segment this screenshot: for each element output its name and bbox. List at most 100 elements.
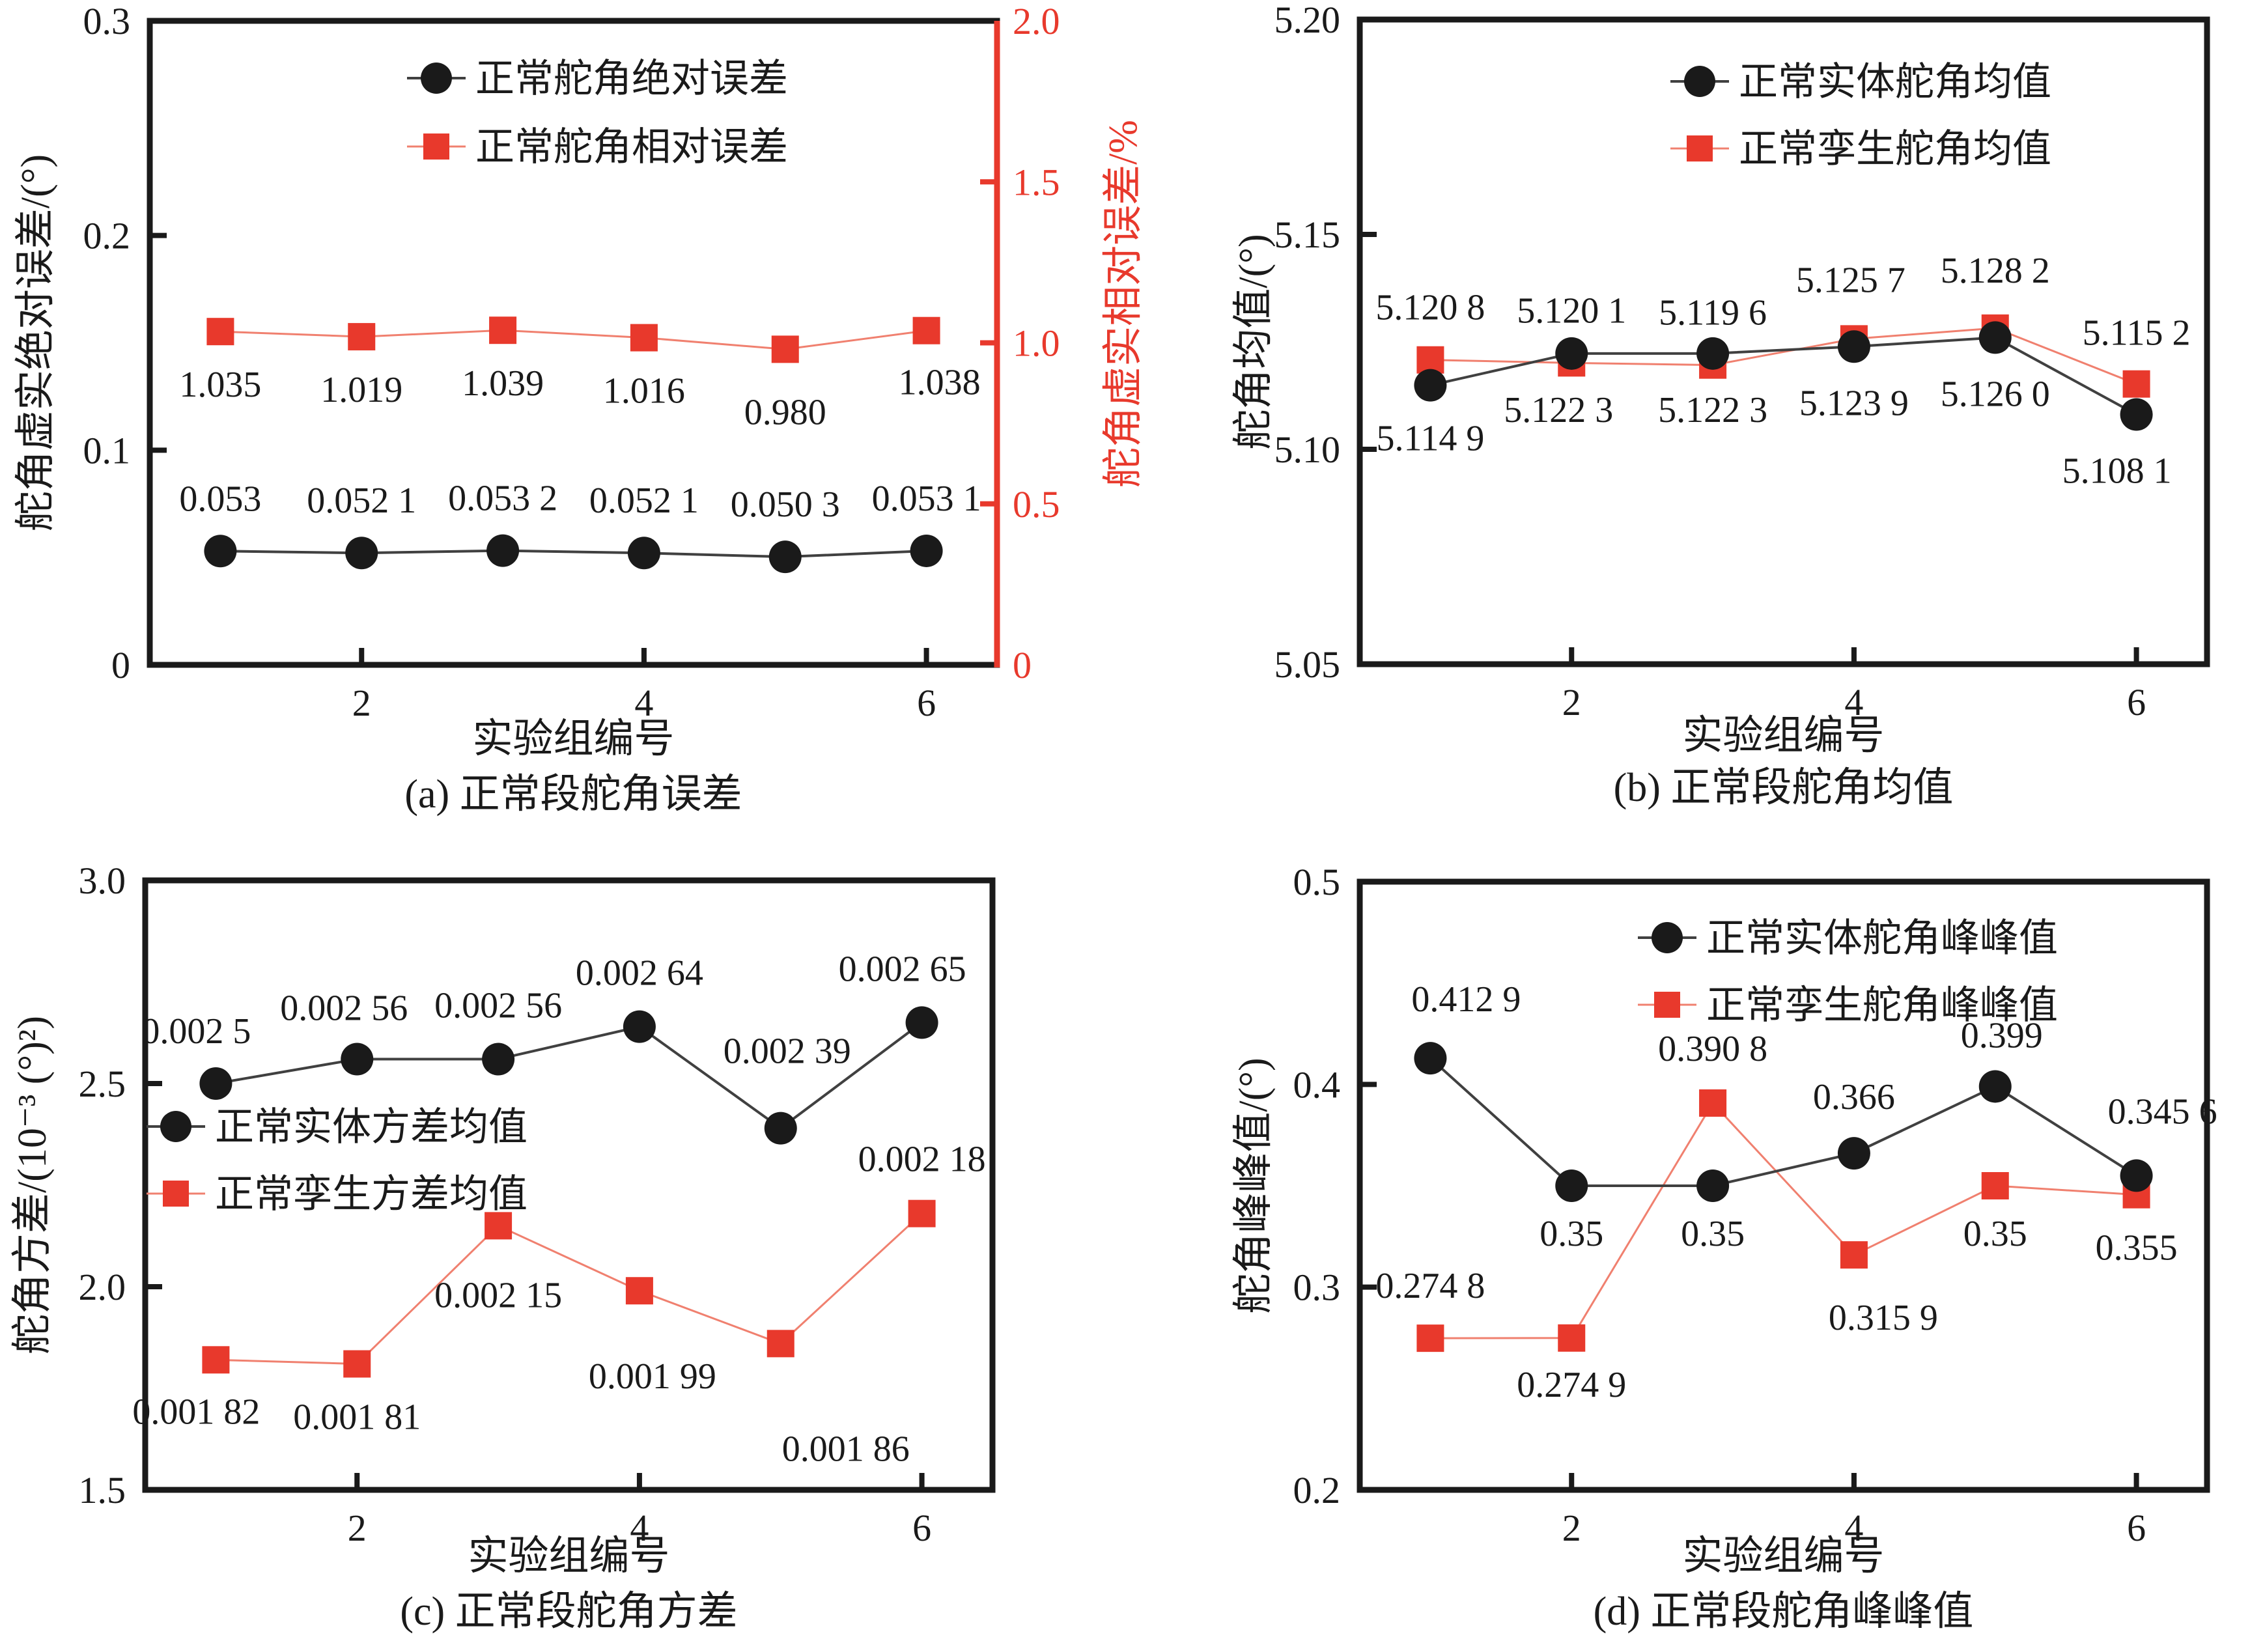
data-label: 0.001 82 [132,1392,260,1432]
data-label: 0.002 18 [858,1140,986,1180]
legend-label: 正常舵角绝对误差 [475,57,788,100]
data-point-square [766,1330,795,1358]
data-point-circle [1837,330,1870,363]
x-axis-title: 实验组编号 [468,1534,669,1578]
data-label: 0.002 56 [434,986,562,1026]
legend-label: 正常实体方差均值 [215,1106,527,1149]
series-line [216,1212,923,1365]
data-label: 0.002 65 [839,949,966,989]
data-label: 0.35 [1540,1214,1603,1254]
data-label: 0.052 1 [307,481,416,521]
data-label: 5.128 2 [1941,251,2050,291]
legend-label: 正常实体舵角峰峰值 [1706,917,2058,960]
data-label: 0.390 8 [1658,1029,1767,1069]
y-axis-title: 舵角虚实绝对误差/(°) [14,154,58,531]
data-label: 5.122 3 [1504,390,1613,430]
data-point-circle [768,540,802,574]
y-tick-label: 0.2 [83,215,131,257]
data-label: 5.108 1 [2062,451,2172,492]
data-label: 0.274 9 [1517,1365,1626,1405]
legend-item: 正常孪生舵角均值 [1670,128,2051,171]
legend-label: 正常实体舵角均值 [1739,61,2051,104]
data-point-circle [1696,1169,1730,1202]
data-label: 0.002 64 [576,953,703,994]
x-axis-title: 实验组编号 [472,717,674,761]
y2-tick-label: 1.0 [1013,322,1060,365]
data-label: 0.35 [1963,1214,2027,1254]
data-point-circle [623,1010,656,1043]
data-point-circle [341,1043,374,1076]
y-tick-label: 2.0 [79,1266,126,1308]
y-tick-label: 1.5 [79,1469,126,1511]
data-label: 5.120 8 [1375,288,1485,328]
data-label: 1.016 [603,371,685,412]
data-point-square [1699,1089,1727,1117]
y-tick-label: 3.0 [79,860,126,902]
data-label: 0.001 86 [782,1429,910,1469]
chart-panel-d: 0.2 0.3 0.4 0.5 2 4 6 实验组编号 舵角峰峰值/(°) (d) 正常段舵角峰峰… [1231,861,2217,1634]
data-point-circle [910,534,943,567]
data-point-square [206,318,234,346]
series-line [216,1021,923,1130]
data-point-square [1840,1241,1868,1269]
y-axis-title: 舵角均值/(°) [1231,234,1276,449]
data-label: 0.001 81 [293,1397,421,1438]
legend-label: 正常孪生舵角峰峰值 [1706,984,2058,1027]
plot-frame [1357,16,2210,667]
data-point-circle [199,1067,232,1100]
data-label: 1.019 [320,370,402,410]
x-tick-label: 6 [912,1507,931,1549]
legend-marker-square [1687,135,1713,161]
data-label: 1.035 [179,365,261,405]
data-label: 5.125 7 [1796,260,1905,300]
data-label: 0.412 9 [1411,979,1521,1020]
data-label: 1.038 [899,363,981,403]
data-point-circle [1696,337,1730,370]
series-line [220,329,927,350]
legend-item: 正常舵角相对误差 [407,126,788,169]
data-point-circle [2120,398,2153,431]
data-label: 0.35 [1681,1214,1745,1254]
data-point-square [771,335,799,363]
data-label: 0.002 5 [141,1011,251,1052]
data-point-circle [627,537,660,570]
legend-item: 正常实体舵角均值 [1670,61,2051,104]
x-tick-label: 4 [1844,681,1863,723]
y-tick-label: 0.4 [1293,1063,1341,1106]
y-tick-label: 5.15 [1274,214,1341,256]
panel-caption: (c) 正常段舵角方差 [400,1589,737,1634]
plot-frame [147,18,1000,668]
legend-item: 正常孪生方差均值 [147,1173,527,1216]
y-tick-label: 0.5 [1293,861,1341,903]
legend-marker-circle [1684,66,1715,97]
y-tick-label: 5.10 [1274,428,1341,471]
series-black: 0.053 0.052 1 0.053 2 0.052 1 0.050 3 0.053 1 [179,479,981,574]
legend-item: 正常实体方差均值 [147,1106,527,1149]
series-red: 0.001 82 0.001 81 0.002 15 0.001 99 0.001 86… [132,1140,985,1470]
data-point-circle [1414,369,1447,402]
data-label: 0.366 [1813,1077,1895,1117]
data-point-circle [486,534,520,567]
data-point-circle [764,1112,797,1145]
data-label: 0.355 [2096,1228,2178,1268]
x-tick-label: 6 [2127,681,2146,723]
series-black: 5.114 9 5.122 3 5.122 3 5.123 9 5.126 0 5.108… [1376,321,2172,492]
data-point-square [343,1350,371,1378]
series-line [1429,1057,2137,1187]
legend-marker-square [163,1181,189,1207]
panel-caption: (d) 正常段舵角峰峰值 [1594,1589,1974,1634]
data-label: 5.114 9 [1376,419,1484,459]
x-tick-label: 4 [630,1507,649,1549]
legend-marker-square [423,133,449,160]
series-line [1430,1101,2137,1339]
legend-marker-square [1654,992,1680,1018]
data-label: 5.123 9 [1799,383,1909,423]
panel-caption: (b) 正常段舵角均值 [1614,766,1954,810]
data-point-circle [1414,1042,1447,1075]
x-tick-label: 6 [917,682,936,724]
x-tick-label: 4 [634,682,653,724]
plot-frame [142,877,996,1493]
data-point-circle [482,1043,515,1076]
y2-tick-label: 0 [1013,644,1032,686]
data-label: 5.122 3 [1658,390,1767,430]
